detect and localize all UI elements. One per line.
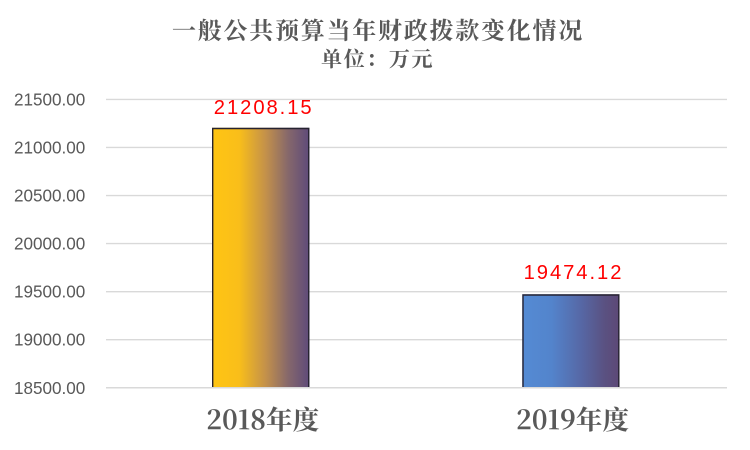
svg-text:19000.00: 19000.00 bbox=[14, 331, 85, 350]
svg-text:20500.00: 20500.00 bbox=[14, 187, 85, 206]
svg-text:20000.00: 20000.00 bbox=[14, 235, 85, 254]
svg-text:21500.00: 21500.00 bbox=[14, 90, 85, 109]
svg-text:21208.15: 21208.15 bbox=[214, 97, 314, 119]
svg-text:19474.12: 19474.12 bbox=[524, 262, 624, 284]
svg-text:19500.00: 19500.00 bbox=[14, 283, 85, 302]
svg-text:21000.00: 21000.00 bbox=[14, 138, 85, 157]
svg-text:18500.00: 18500.00 bbox=[14, 379, 85, 398]
